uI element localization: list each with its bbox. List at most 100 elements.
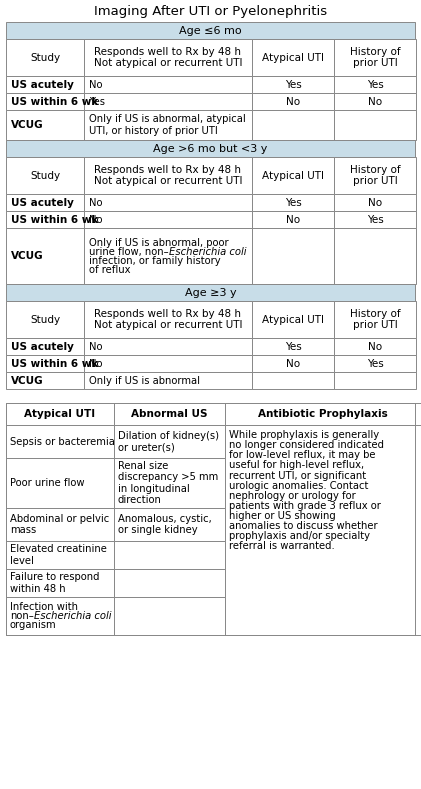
Bar [334, 355, 416, 372]
Text: Study: Study [30, 53, 60, 62]
Bar [114, 458, 225, 508]
Bar [84, 301, 252, 338]
Bar [6, 569, 114, 597]
Bar [84, 157, 252, 194]
Bar [114, 508, 225, 541]
Text: US acutely: US acutely [11, 342, 74, 352]
Text: Atypical UTI: Atypical UTI [262, 170, 324, 181]
Text: Failure to respond
within 48 h: Failure to respond within 48 h [10, 572, 99, 594]
Text: Yes: Yes [367, 215, 384, 225]
Text: No: No [286, 215, 300, 225]
Text: VCUG: VCUG [11, 376, 44, 386]
Bar [6, 425, 114, 458]
Bar [252, 194, 334, 211]
Text: nephrology or urology for: nephrology or urology for [229, 491, 356, 501]
Bar [334, 39, 416, 76]
Bar [334, 228, 416, 284]
Bar [114, 541, 225, 569]
Bar [6, 403, 415, 635]
Bar [114, 597, 225, 635]
Text: Responds well to Rx by 48 h
Not atypical or recurrent UTI: Responds well to Rx by 48 h Not atypical… [94, 47, 242, 69]
Text: Study: Study [30, 315, 60, 324]
Bar [6, 372, 84, 389]
Bar [334, 157, 416, 194]
Text: for low-level reflux, it may be: for low-level reflux, it may be [229, 451, 376, 460]
Text: No: No [89, 215, 102, 225]
Bar [334, 110, 416, 140]
Text: Atypical UTI: Atypical UTI [24, 409, 96, 419]
Bar [6, 194, 84, 211]
Bar [114, 403, 225, 425]
Text: Poor urine flow: Poor urine flow [10, 478, 85, 488]
Text: Sepsis or bacteremia: Sepsis or bacteremia [10, 436, 115, 447]
Bar [6, 110, 84, 140]
Text: Yes: Yes [367, 358, 384, 368]
Text: VCUG: VCUG [11, 251, 44, 261]
Bar [6, 76, 84, 93]
Bar [84, 110, 252, 140]
Bar [6, 301, 84, 338]
Bar [334, 301, 416, 338]
Text: Renal size
discrepancy >5 mm
in longitudinal
direction: Renal size discrepancy >5 mm in longitud… [118, 461, 218, 506]
Bar [334, 76, 416, 93]
Text: US within 6 wk: US within 6 wk [11, 215, 99, 225]
Bar [252, 110, 334, 140]
Text: US acutely: US acutely [11, 197, 74, 208]
Text: recurrent UTI, or significant: recurrent UTI, or significant [229, 470, 366, 481]
Bar [225, 403, 421, 425]
Text: Atypical UTI: Atypical UTI [262, 315, 324, 324]
Bar [84, 355, 252, 372]
Bar [252, 228, 334, 284]
Text: No: No [89, 358, 102, 368]
Bar [6, 508, 114, 541]
Text: infection, or family history: infection, or family history [89, 256, 221, 266]
Bar [334, 194, 416, 211]
Bar [84, 93, 252, 110]
Text: Study: Study [30, 170, 60, 181]
Text: Yes: Yes [89, 96, 105, 107]
Bar [334, 372, 416, 389]
Text: non–: non– [10, 611, 34, 621]
Bar [252, 355, 334, 372]
Bar [6, 458, 114, 508]
Text: No: No [286, 358, 300, 368]
Bar [252, 372, 334, 389]
Text: No: No [368, 342, 382, 352]
Text: Yes: Yes [367, 80, 384, 89]
Text: of reflux: of reflux [89, 264, 131, 275]
Text: Only if US is abnormal, atypical
UTI, or history of prior UTI: Only if US is abnormal, atypical UTI, or… [89, 114, 246, 136]
Bar [84, 228, 252, 284]
Text: US within 6 wk: US within 6 wk [11, 358, 99, 368]
Text: urine flow, non–: urine flow, non– [89, 246, 169, 256]
Text: Infection with: Infection with [10, 602, 78, 612]
Bar [252, 301, 334, 338]
Text: Yes: Yes [285, 80, 301, 89]
Text: Age ≤6 mo: Age ≤6 mo [179, 25, 242, 36]
Text: No: No [89, 342, 102, 352]
Bar [84, 39, 252, 76]
Bar [252, 338, 334, 355]
Text: Elevated creatinine
level: Elevated creatinine level [10, 544, 107, 566]
Text: useful for high-level reflux,: useful for high-level reflux, [229, 460, 364, 470]
Bar [6, 403, 114, 425]
Bar [114, 569, 225, 597]
Text: Imaging After UTI or Pyelonephritis: Imaging After UTI or Pyelonephritis [94, 5, 327, 17]
Text: Escherichia coli: Escherichia coli [169, 246, 246, 256]
Bar [6, 93, 84, 110]
Text: Antibiotic Prophylaxis: Antibiotic Prophylaxis [258, 409, 388, 419]
Text: Anomalous, cystic,
or single kidney: Anomalous, cystic, or single kidney [118, 514, 212, 535]
Text: No: No [368, 96, 382, 107]
Text: No: No [368, 197, 382, 208]
Bar [6, 140, 415, 157]
Text: Yes: Yes [285, 342, 301, 352]
Text: no longer considered indicated: no longer considered indicated [229, 440, 384, 451]
Bar [84, 194, 252, 211]
Text: Only if US is abnormal, poor: Only if US is abnormal, poor [89, 237, 229, 248]
Text: Abdominal or pelvic
mass: Abdominal or pelvic mass [10, 514, 109, 535]
Text: US within 6 wk: US within 6 wk [11, 96, 99, 107]
Text: Age ≥3 y: Age ≥3 y [185, 287, 236, 297]
Bar [6, 338, 84, 355]
Text: higher or US showing: higher or US showing [229, 511, 336, 521]
Text: Dilation of kidney(s)
or ureter(s): Dilation of kidney(s) or ureter(s) [118, 431, 219, 452]
Bar [84, 372, 252, 389]
